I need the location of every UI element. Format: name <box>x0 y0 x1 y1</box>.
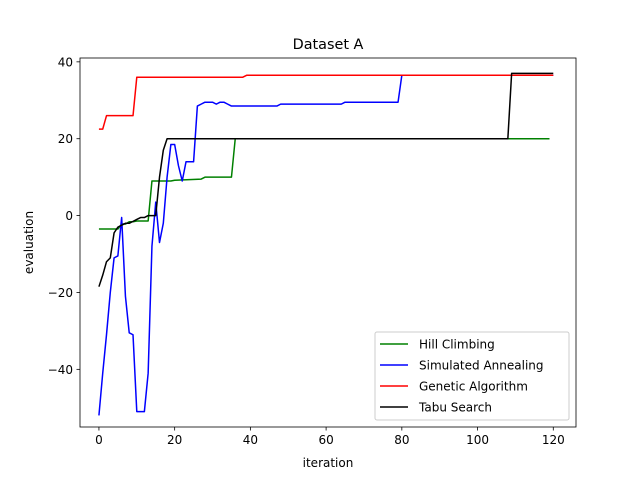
legend-label: Genetic Algorithm <box>419 380 528 394</box>
plot-frame <box>79 57 577 428</box>
legend-box <box>374 331 570 421</box>
x-tick-label: 80 <box>394 433 409 447</box>
y-tick-label: −40 <box>48 363 73 377</box>
ticks-layer: 0 20 40 60 80 100 120 −40 −20 0 20 40 <box>48 55 565 447</box>
y-tick-label: 40 <box>58 55 73 69</box>
y-tick-label: 0 <box>65 209 73 223</box>
y-tick-label: −20 <box>48 286 73 300</box>
x-tick-label: 0 <box>95 433 103 447</box>
legend-label: Tabu Search <box>418 401 492 415</box>
series-line-2 <box>98 74 554 416</box>
x-axis-label: iteration <box>303 456 354 470</box>
x-tick-label: 60 <box>318 433 333 447</box>
legend-label: Hill Climbing <box>419 338 495 352</box>
legend-label: Simulated Annealing <box>419 359 544 373</box>
series-line-4 <box>98 72 554 287</box>
series-line-3 <box>98 74 554 130</box>
y-axis-label: evaluation <box>22 211 36 274</box>
series-layer <box>98 72 554 416</box>
x-tick-label: 40 <box>243 433 258 447</box>
x-tick-label: 100 <box>466 433 489 447</box>
y-tick-label: 20 <box>58 132 73 146</box>
x-tick-label: 120 <box>542 433 565 447</box>
x-tick-label: 20 <box>167 433 182 447</box>
chart-title: Dataset A <box>293 37 364 53</box>
legend: Hill Climbing Simulated Annealing Genetic … <box>374 331 570 421</box>
